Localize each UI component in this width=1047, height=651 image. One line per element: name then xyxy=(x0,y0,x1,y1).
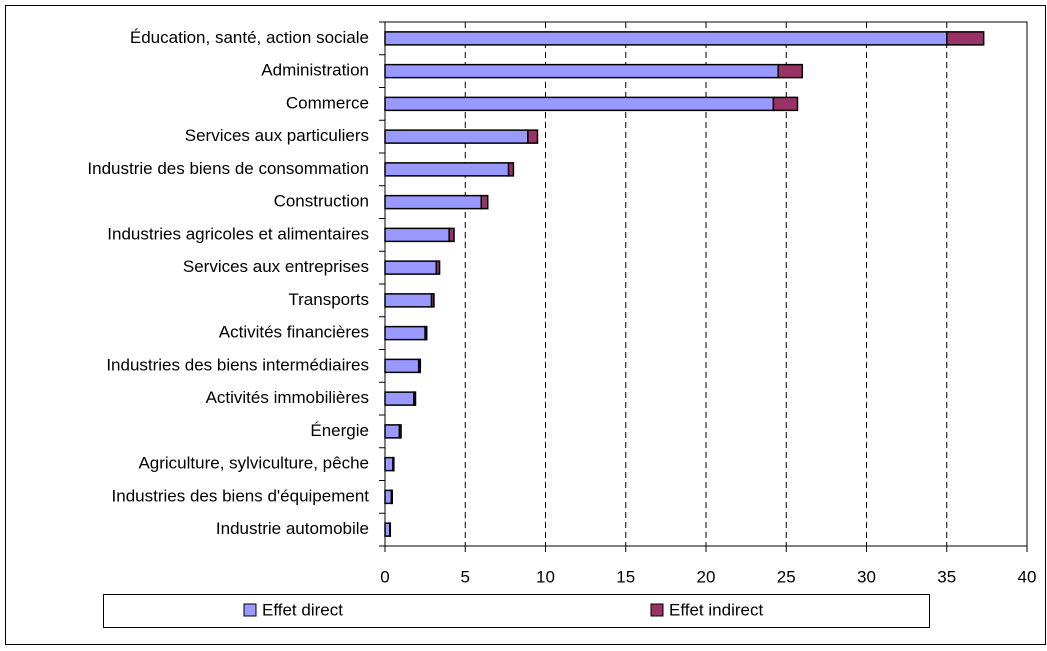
y-tick-label: Énergie xyxy=(310,421,369,440)
y-tick-label: Activités immobilières xyxy=(206,388,369,407)
bar xyxy=(385,65,778,78)
y-tick-label: Industries des biens d'équipement xyxy=(112,486,370,505)
bar xyxy=(399,425,401,438)
y-tick-label: Transports xyxy=(288,290,369,309)
bar xyxy=(385,392,414,405)
bar xyxy=(425,327,427,340)
y-tick-label: Construction xyxy=(274,192,369,211)
bar xyxy=(385,425,399,438)
x-tick-label: 5 xyxy=(461,567,470,586)
bar xyxy=(385,327,425,340)
x-tick-label: 0 xyxy=(380,567,389,586)
bar xyxy=(385,228,449,241)
y-tick-label: Commerce xyxy=(286,93,369,112)
x-tick-label: 25 xyxy=(777,567,796,586)
y-tick-label: Industries agricoles et alimentaires xyxy=(107,224,369,243)
x-tick-label: 35 xyxy=(937,567,956,586)
bar xyxy=(773,97,797,110)
bar xyxy=(528,130,538,143)
legend-box xyxy=(104,595,930,628)
bar xyxy=(385,196,481,209)
y-tick-label: Activités financières xyxy=(219,323,369,342)
bar xyxy=(385,359,419,372)
y-tick-label: Agriculture, sylviculture, pêche xyxy=(138,454,369,473)
bar xyxy=(385,32,947,45)
y-tick-label: Industrie automobile xyxy=(216,519,369,538)
bar xyxy=(414,392,416,405)
legend-label: Effet indirect xyxy=(669,600,763,619)
bar xyxy=(393,458,394,471)
legend-swatch xyxy=(244,604,256,616)
bar xyxy=(391,490,392,503)
bar xyxy=(385,261,436,274)
x-tick-label: 20 xyxy=(697,567,716,586)
y-tick-label: Services aux entreprises xyxy=(183,257,369,276)
bar xyxy=(509,163,514,176)
bar xyxy=(385,97,773,110)
bar xyxy=(436,261,439,274)
x-tick-label: 30 xyxy=(857,567,876,586)
bar xyxy=(432,294,434,307)
bar xyxy=(385,458,393,471)
bar xyxy=(385,490,391,503)
legend-swatch xyxy=(651,604,663,616)
x-tick-label: 40 xyxy=(1018,567,1037,586)
y-tick-label: Services aux particuliers xyxy=(185,126,369,145)
y-tick-label: Industries des biens intermédiaires xyxy=(106,355,369,374)
y-tick-label: Administration xyxy=(261,61,369,80)
x-tick-label: 15 xyxy=(616,567,635,586)
bar xyxy=(947,32,984,45)
bar xyxy=(778,65,802,78)
bar xyxy=(481,196,487,209)
bar xyxy=(385,294,432,307)
bar xyxy=(449,228,454,241)
bar xyxy=(385,163,509,176)
x-tick-label: 10 xyxy=(536,567,555,586)
legend-label: Effet direct xyxy=(262,600,343,619)
y-tick-label: Éducation, santé, action sociale xyxy=(130,28,369,47)
bar xyxy=(419,359,421,372)
bar xyxy=(385,130,528,143)
y-tick-label: Industrie des biens de consommation xyxy=(87,159,369,178)
